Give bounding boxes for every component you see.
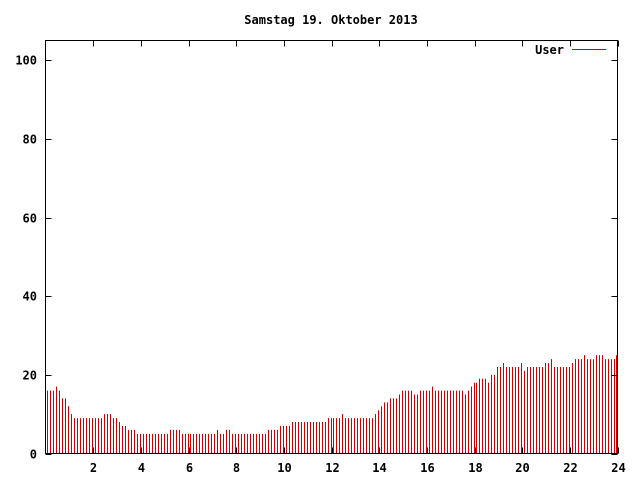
legend: User (535, 43, 606, 57)
y-tick-label: 80 (23, 133, 37, 147)
x-tick-label: 18 (468, 461, 482, 475)
x-tick-label: 10 (277, 461, 291, 475)
x-axis: 2 4 6 8 10 12 14 16 18 20 22 24 (90, 40, 626, 475)
x-tick-label: 12 (325, 461, 339, 475)
y-tick-label: 60 (23, 212, 37, 226)
x-tick-label: 24 (611, 461, 625, 475)
y-tick-label: 100 (15, 54, 37, 68)
x-tick-label: 4 (138, 461, 145, 475)
data-bars (47, 355, 617, 454)
y-tick-label: 40 (23, 290, 37, 304)
x-tick-label: 8 (233, 461, 240, 475)
x-tick-label: 20 (515, 461, 529, 475)
x-tick-label: 2 (90, 461, 97, 475)
x-tick-label: 14 (372, 461, 386, 475)
chart-title: Samstag 19. Oktober 2013 (244, 13, 417, 27)
legend-label: User (535, 43, 564, 57)
y-axis: 0 20 40 60 80 100 (15, 54, 618, 462)
x-tick-label: 6 (186, 461, 193, 475)
x-tick-label: 16 (420, 461, 434, 475)
plot-frame (45, 40, 618, 454)
y-tick-label: 20 (23, 369, 37, 383)
y-tick-label: 0 (30, 448, 37, 462)
x-tick-label: 22 (563, 461, 577, 475)
